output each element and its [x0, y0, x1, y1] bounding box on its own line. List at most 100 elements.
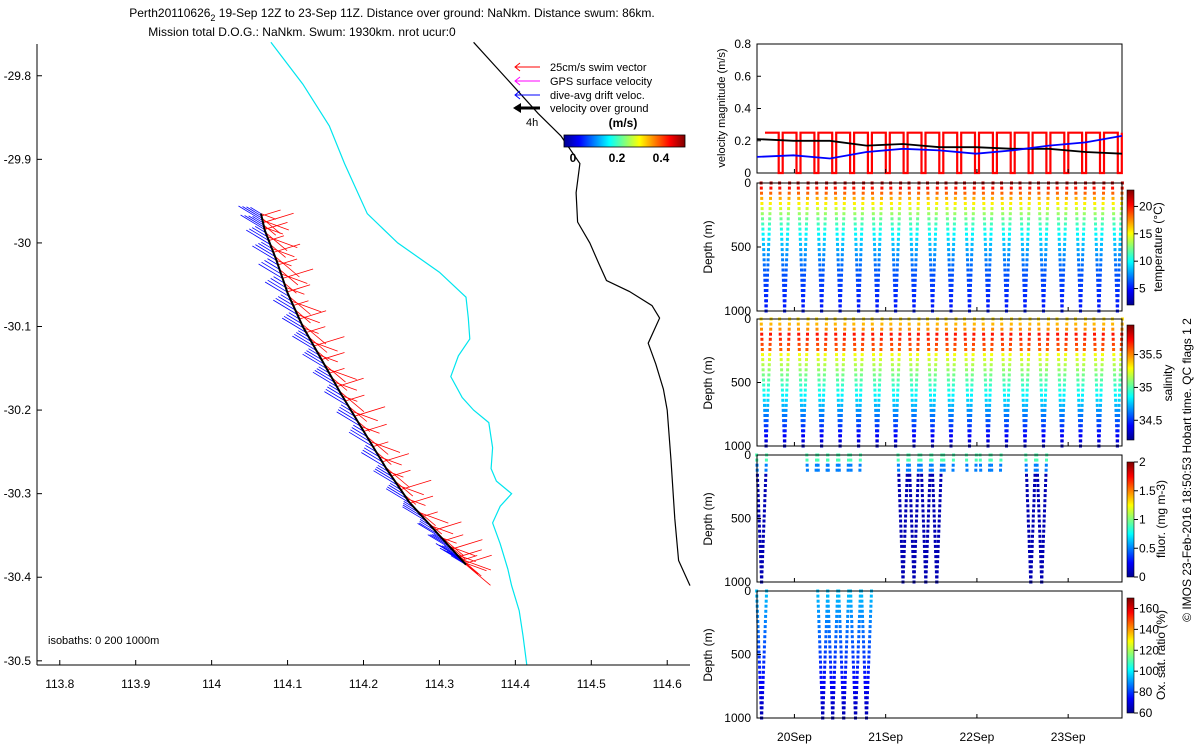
- profile-point: [836, 263, 840, 267]
- profile-point: [971, 353, 975, 357]
- profile-point: [939, 473, 943, 477]
- profile-point: [759, 560, 763, 564]
- profile-point: [800, 424, 804, 428]
- profile-point: [850, 625, 854, 629]
- profile-point: [820, 304, 824, 308]
- profile-point: [890, 207, 894, 211]
- profile-point: [763, 484, 767, 487]
- profile-point: [990, 463, 993, 467]
- profile-point: [797, 196, 801, 200]
- profile-point: [1056, 342, 1060, 346]
- profile-point: [1059, 278, 1063, 282]
- profile-point: [1118, 232, 1122, 236]
- profile-point: [1021, 268, 1025, 272]
- profile-point: [853, 353, 857, 357]
- profile-point: [898, 322, 902, 326]
- profile-point: [855, 278, 859, 282]
- swim-vector: [311, 341, 338, 352]
- colorbar-tick-label: 5: [1139, 282, 1146, 296]
- profile-point: [1117, 398, 1121, 402]
- profile-point: [1112, 348, 1116, 351]
- profile-point: [866, 691, 869, 695]
- profile-point: [908, 332, 912, 336]
- velocity-panel: 00.20.40.60.8 velocity magnitude (m/s): [716, 37, 1123, 180]
- profile-point: [757, 524, 761, 528]
- profile-point: [786, 212, 790, 216]
- profile-point: [858, 414, 862, 417]
- profile-point: [902, 560, 906, 564]
- profile-point: [905, 478, 909, 482]
- profile-point: [1058, 403, 1062, 407]
- profile-point: [928, 484, 932, 487]
- profile-point: [821, 268, 825, 272]
- profile-point: [1082, 232, 1085, 236]
- profile-point: [785, 248, 789, 252]
- profile-point: [840, 403, 844, 407]
- time-tick-label: 22Sep: [960, 730, 995, 744]
- profile-point: [1079, 294, 1083, 298]
- profile-point: [928, 473, 932, 477]
- profile-point: [1113, 248, 1117, 252]
- profile-point: [797, 212, 801, 216]
- profile-point: [1040, 570, 1044, 574]
- profile-point: [1058, 398, 1062, 402]
- profile-point: [802, 289, 806, 292]
- profile-point: [1020, 222, 1024, 226]
- profile-point: [1027, 332, 1031, 336]
- profile-point: [816, 212, 820, 216]
- profile-point: [989, 222, 993, 226]
- profile-point: [822, 383, 826, 387]
- profile-point: [760, 696, 764, 700]
- profile-point: [946, 237, 950, 241]
- profile-point: [916, 337, 920, 341]
- profile-point: [1030, 550, 1034, 553]
- profile-point: [841, 378, 845, 382]
- profile-point: [947, 393, 951, 397]
- profile-point: [1038, 544, 1042, 548]
- profile-point: [762, 263, 766, 267]
- profile-point: [1058, 248, 1062, 252]
- profile-point: [1024, 289, 1028, 292]
- profile-point: [839, 645, 843, 649]
- profile-point: [824, 337, 828, 341]
- legend-swim-label: 25cm/s swim vector: [550, 62, 647, 74]
- profile-point: [818, 273, 822, 277]
- profile-point: [895, 263, 899, 267]
- profile-point: [894, 424, 898, 428]
- profile-point: [899, 534, 903, 538]
- track-line: [260, 213, 467, 566]
- profile-point: [879, 222, 882, 226]
- profile-point: [927, 217, 931, 221]
- profile-point: [964, 358, 968, 362]
- profile-point: [1079, 424, 1083, 428]
- profile-point: [988, 468, 991, 472]
- profile-point: [861, 332, 865, 336]
- profile-point: [972, 322, 976, 326]
- profile-point: [1078, 289, 1082, 292]
- profile-point: [953, 207, 957, 211]
- profile-point: [1000, 322, 1004, 326]
- profile-point: [966, 403, 970, 407]
- profile-point: [1100, 373, 1104, 377]
- profile-point: [891, 378, 895, 382]
- profile-point: [1095, 253, 1099, 257]
- salinity-plot: [759, 317, 1124, 448]
- profile-point: [786, 363, 790, 367]
- swim-vector: [263, 224, 277, 236]
- profile-point: [862, 660, 866, 664]
- profile-point: [1043, 263, 1047, 267]
- profile-point: [1037, 337, 1041, 341]
- profile-point: [1062, 253, 1066, 257]
- profile-point: [840, 263, 844, 267]
- profile-point: [1027, 544, 1031, 548]
- profile-point: [1111, 332, 1115, 336]
- profile-point: [931, 429, 935, 433]
- profile-point: [895, 273, 899, 277]
- profile-point: [1119, 207, 1123, 211]
- profile-point: [830, 696, 834, 700]
- profile-point: [824, 342, 828, 346]
- profile-point: [898, 332, 902, 336]
- profile-point: [1044, 237, 1048, 241]
- profile-point: [832, 686, 836, 689]
- profile-point: [1042, 534, 1045, 538]
